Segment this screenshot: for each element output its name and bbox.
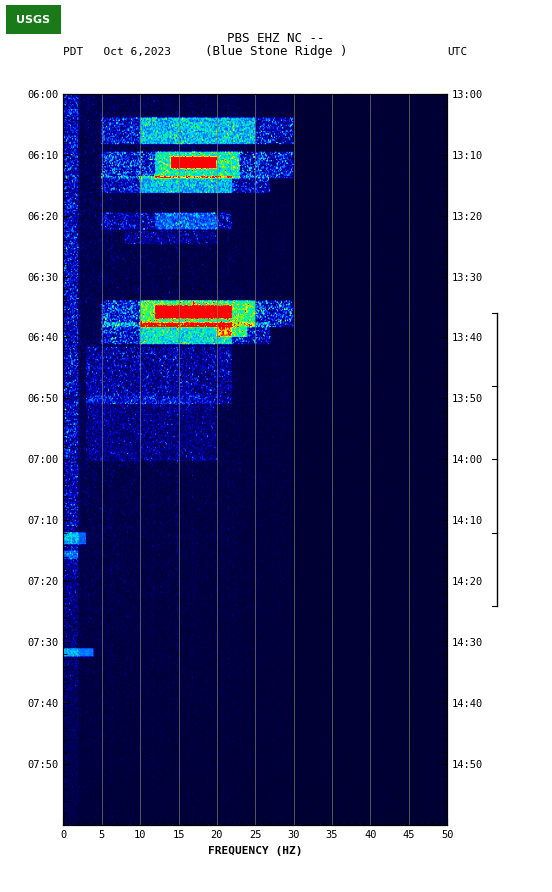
Text: PDT   Oct 6,2023: PDT Oct 6,2023: [63, 46, 172, 57]
Text: PBS EHZ NC --: PBS EHZ NC --: [227, 32, 325, 45]
Text: (Blue Stone Ridge ): (Blue Stone Ridge ): [205, 45, 347, 58]
Text: UTC: UTC: [447, 46, 468, 57]
X-axis label: FREQUENCY (HZ): FREQUENCY (HZ): [208, 846, 302, 855]
Text: USGS: USGS: [16, 14, 50, 25]
